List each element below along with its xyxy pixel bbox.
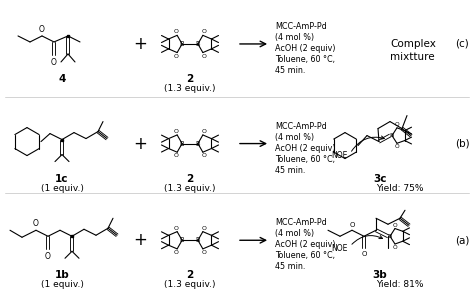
Text: O: O	[173, 250, 179, 255]
Text: mixtture: mixtture	[390, 52, 435, 62]
Text: Yield: 81%: Yield: 81%	[376, 280, 424, 289]
Text: 45 min.: 45 min.	[275, 262, 305, 271]
Text: O: O	[173, 54, 179, 59]
Text: MCC-AmP-Pd: MCC-AmP-Pd	[275, 218, 327, 227]
Text: (4 mol %): (4 mol %)	[275, 132, 314, 142]
Text: B: B	[180, 41, 184, 47]
Text: (1.3 equiv.): (1.3 equiv.)	[164, 84, 216, 93]
Text: (c): (c)	[455, 39, 469, 49]
Text: (1.3 equiv.): (1.3 equiv.)	[164, 184, 216, 193]
Text: 1c: 1c	[55, 173, 69, 184]
Text: +: +	[133, 231, 147, 249]
Text: O: O	[33, 219, 39, 228]
Text: MCC-AmP-Pd: MCC-AmP-Pd	[275, 22, 327, 31]
Text: MCC-AmP-Pd: MCC-AmP-Pd	[275, 122, 327, 131]
Text: NOE: NOE	[332, 151, 348, 160]
Text: (1 equiv.): (1 equiv.)	[41, 184, 83, 193]
Text: O: O	[45, 252, 51, 261]
Text: AcOH (2 equiv): AcOH (2 equiv)	[275, 144, 336, 153]
Text: 3b: 3b	[373, 270, 387, 280]
Text: O: O	[39, 25, 45, 34]
Text: AcOH (2 equiv): AcOH (2 equiv)	[275, 240, 336, 249]
Text: +: +	[133, 134, 147, 153]
Text: (1 equiv.): (1 equiv.)	[41, 280, 83, 289]
Text: O: O	[173, 29, 179, 34]
Text: O: O	[349, 222, 355, 228]
Text: NOE: NOE	[332, 244, 348, 253]
Text: 2: 2	[186, 173, 193, 184]
Text: (a): (a)	[455, 235, 469, 245]
Text: O: O	[201, 29, 206, 34]
Text: 1b: 1b	[55, 270, 69, 280]
Text: B: B	[180, 141, 184, 146]
Text: O: O	[395, 122, 399, 127]
Text: O: O	[201, 250, 206, 255]
Text: (b): (b)	[455, 139, 469, 149]
Text: Complex: Complex	[390, 39, 436, 49]
Text: +: +	[133, 35, 147, 53]
Text: O: O	[201, 153, 206, 158]
Text: B: B	[196, 141, 200, 146]
Text: B: B	[196, 237, 200, 243]
Text: B: B	[180, 237, 184, 243]
Text: 3c: 3c	[373, 173, 387, 184]
Text: (1.3 equiv.): (1.3 equiv.)	[164, 280, 216, 289]
Text: 45 min.: 45 min.	[275, 66, 305, 75]
Text: Yield: 75%: Yield: 75%	[376, 184, 424, 193]
Text: 2: 2	[186, 74, 193, 84]
Text: O: O	[361, 251, 367, 257]
Text: AcOH (2 equiv): AcOH (2 equiv)	[275, 44, 336, 53]
Text: B: B	[196, 41, 200, 47]
Text: O: O	[201, 54, 206, 59]
Text: O: O	[173, 226, 179, 231]
Text: O: O	[392, 245, 397, 250]
Text: O: O	[173, 153, 179, 158]
Text: 4: 4	[58, 74, 66, 84]
Text: 2: 2	[186, 270, 193, 280]
Text: O: O	[392, 222, 397, 228]
Text: O: O	[201, 226, 206, 231]
Text: (4 mol %): (4 mol %)	[275, 33, 314, 42]
Text: O: O	[51, 58, 57, 67]
Text: 45 min.: 45 min.	[275, 166, 305, 175]
Text: O: O	[201, 129, 206, 134]
Text: B: B	[390, 133, 394, 138]
Text: (4 mol %): (4 mol %)	[275, 229, 314, 238]
Text: O: O	[395, 144, 399, 149]
Text: Toluene, 60 °C,: Toluene, 60 °C,	[275, 251, 335, 260]
Text: O: O	[173, 129, 179, 134]
Text: Toluene, 60 °C,: Toluene, 60 °C,	[275, 155, 335, 163]
Text: Toluene, 60 °C,: Toluene, 60 °C,	[275, 55, 335, 64]
Text: B: B	[388, 234, 392, 239]
